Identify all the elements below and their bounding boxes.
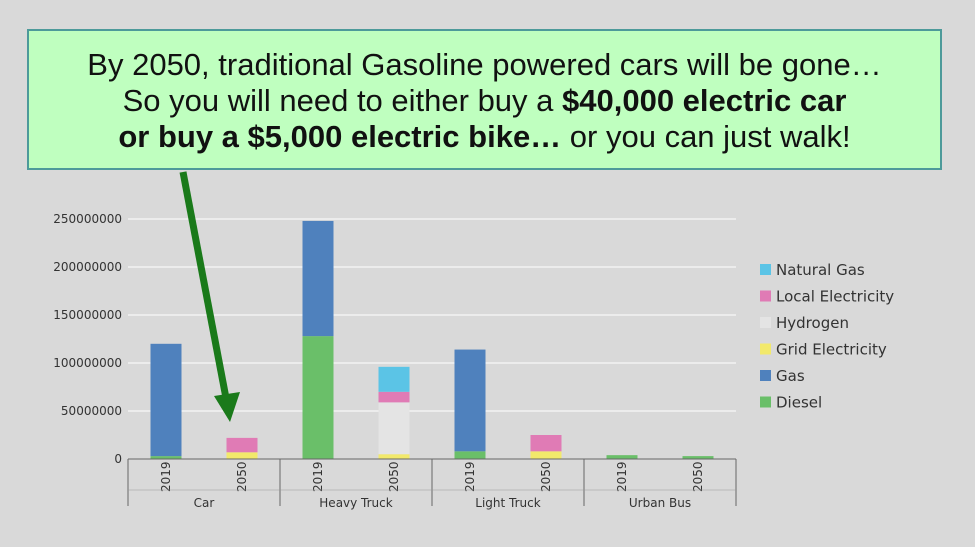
callout-electric-bike: or buy a $5,000 electric bike… bbox=[118, 119, 562, 154]
x-group-label: Car bbox=[194, 496, 215, 510]
bar-diesel bbox=[682, 456, 714, 459]
legend-label-natural-gas: Natural Gas bbox=[776, 261, 865, 279]
x-tick-label-year: 2050 bbox=[387, 461, 401, 492]
legend-label-diesel: Diesel bbox=[776, 394, 822, 412]
legend-swatch-diesel bbox=[760, 396, 771, 408]
x-tick-label-year: 2050 bbox=[691, 461, 705, 492]
y-tick-label: 250000000 bbox=[53, 212, 122, 226]
bar-diesel bbox=[454, 451, 486, 459]
bars bbox=[150, 220, 714, 459]
bar-local-electricity bbox=[378, 391, 410, 403]
bar-gas bbox=[454, 349, 486, 452]
bar-hydrogen bbox=[378, 402, 410, 455]
bar-natural-gas bbox=[378, 366, 410, 392]
x-group-label: Light Truck bbox=[475, 496, 540, 510]
grid-lines bbox=[128, 218, 736, 412]
bar-local-electricity bbox=[226, 437, 258, 453]
callout-line-2: So you will need to either buy a $40,000… bbox=[29, 83, 940, 119]
bar-diesel bbox=[150, 456, 182, 459]
legend-label-grid-electricity: Grid Electricity bbox=[776, 341, 887, 359]
y-tick-label: 200000000 bbox=[53, 260, 122, 274]
x-axis: 2019 2050 2019 2050 2019 2050 2019 2050 Car Heavy… bbox=[127, 458, 737, 510]
x-group-label: Heavy Truck bbox=[319, 496, 392, 510]
bar-diesel bbox=[606, 455, 638, 459]
callout-line-2-prefix: So you will need to either buy a bbox=[122, 83, 563, 118]
bar-grid-electricity bbox=[530, 451, 562, 459]
callout-line-1: By 2050, traditional Gasoline powered ca… bbox=[87, 47, 882, 82]
bar-grid-electricity bbox=[226, 452, 258, 459]
arrow-head bbox=[214, 392, 240, 422]
callout-box: By 2050, traditional Gasoline powered ca… bbox=[27, 29, 942, 170]
callout-line-3-suffix: or you can just walk! bbox=[561, 119, 851, 154]
bar-gas bbox=[302, 220, 334, 337]
y-tick-label: 150000000 bbox=[53, 308, 122, 322]
y-tick-label: 100000000 bbox=[53, 356, 122, 370]
legend-swatch-gas bbox=[760, 370, 771, 381]
callout-line-3: or buy a $5,000 electric bike… or you ca… bbox=[29, 119, 940, 155]
legend-swatch-local-electricity bbox=[760, 290, 771, 302]
x-tick-label-year: 2050 bbox=[235, 461, 249, 492]
x-group-label: Urban Bus bbox=[629, 496, 691, 510]
legend-swatch-grid-electricity bbox=[760, 343, 771, 355]
x-tick-label-year: 2019 bbox=[159, 461, 173, 492]
bar-grid-electricity bbox=[378, 454, 410, 459]
legend-label-hydrogen: Hydrogen bbox=[776, 314, 849, 332]
bar-local-electricity bbox=[530, 435, 562, 452]
arrow-shaft bbox=[179, 171, 230, 399]
legend-swatch-natural-gas bbox=[760, 264, 771, 275]
x-tick-label-year: 2019 bbox=[463, 461, 477, 492]
y-tick-label: 50000000 bbox=[61, 404, 122, 418]
y-tick-label: 0 bbox=[114, 452, 122, 466]
legend: Natural Gas Local Electricity Hydrogen Grid… bbox=[760, 261, 894, 412]
x-tick-label-year: 2019 bbox=[615, 461, 629, 492]
callout-arrow bbox=[179, 171, 240, 422]
legend-swatch-hydrogen bbox=[760, 317, 771, 328]
y-axis: 0 50000000 100000000 150000000 200000000 2500… bbox=[53, 212, 122, 466]
legend-label-local-electricity: Local Electricity bbox=[776, 288, 894, 306]
x-tick-label-year: 2019 bbox=[311, 461, 325, 492]
callout-electric-car: $40,000 electric car bbox=[562, 83, 847, 118]
bar-diesel bbox=[302, 336, 334, 459]
legend-label-gas: Gas bbox=[776, 367, 805, 385]
bar-gas bbox=[150, 343, 182, 457]
x-tick-label-year: 2050 bbox=[539, 461, 553, 492]
